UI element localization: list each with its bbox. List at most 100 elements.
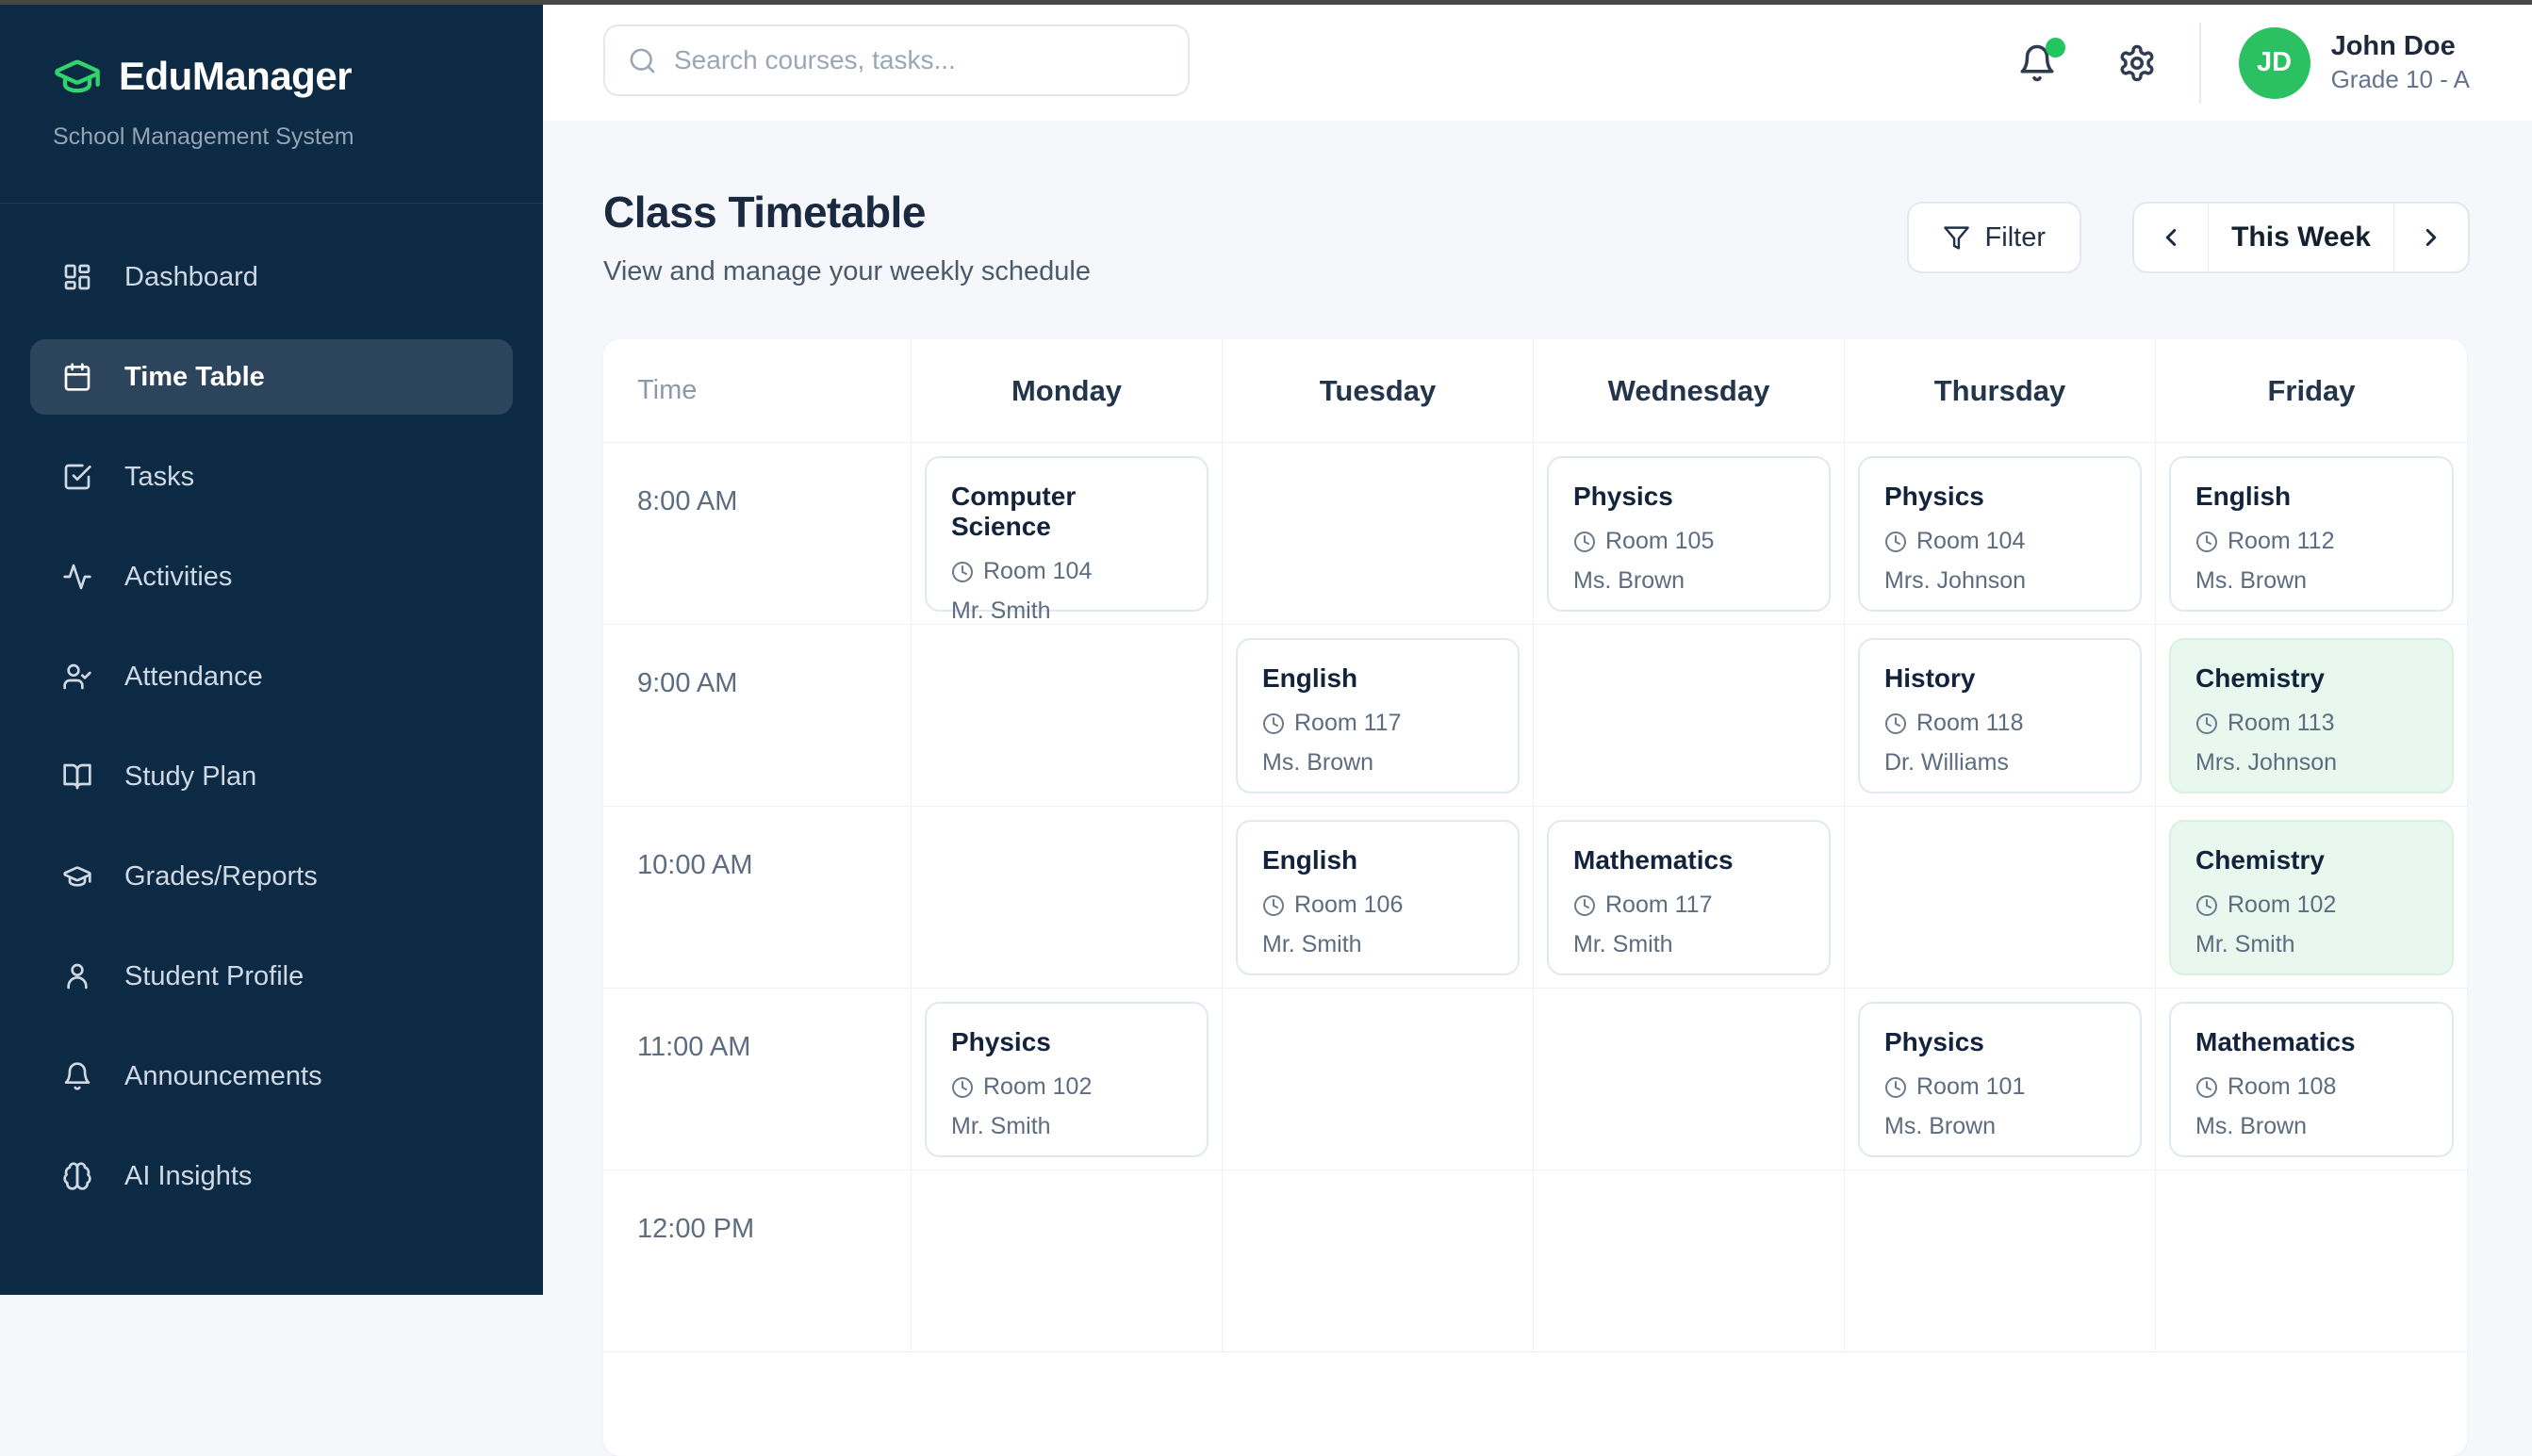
clock-icon — [1884, 531, 1907, 553]
class-card[interactable]: English Room 106 Mr. Smith — [1236, 820, 1520, 975]
timetable-cell: Mathematics Room 117 Mr. Smith — [1534, 807, 1845, 989]
class-card[interactable]: Physics Room 101 Ms. Brown — [1858, 1002, 2142, 1157]
app-subtitle: School Management System — [53, 123, 505, 151]
clock-icon — [1573, 894, 1596, 917]
clock-icon — [1573, 531, 1596, 553]
sidebar: EduManager School Management System Dash… — [0, 5, 543, 1295]
dashboard-icon — [62, 262, 92, 292]
notifications-button[interactable] — [2014, 41, 2060, 86]
search-input[interactable] — [674, 45, 1165, 75]
clock-icon — [2195, 1076, 2218, 1099]
sidebar-item-ai-insights[interactable]: AI Insights — [30, 1138, 513, 1214]
graduation-cap-icon — [62, 861, 92, 892]
class-card[interactable]: Physics Room 104 Mrs. Johnson — [1858, 456, 2142, 612]
notification-dot — [2046, 38, 2065, 57]
timetable-cell-empty — [1223, 989, 1534, 1170]
timetable-cell: Chemistry Room 102 Mr. Smith — [2156, 807, 2467, 989]
activity-icon — [62, 562, 92, 592]
class-card-highlighted[interactable]: Chemistry Room 113 Mrs. Johnson — [2169, 638, 2454, 793]
clock-icon — [2195, 712, 2218, 735]
sidebar-item-time-table[interactable]: Time Table — [30, 339, 513, 415]
sidebar-item-student-profile[interactable]: Student Profile — [30, 939, 513, 1014]
filter-button[interactable]: Filter — [1907, 202, 2081, 273]
calendar-icon — [62, 362, 92, 392]
time-label: 12:00 PM — [603, 1170, 912, 1352]
user-icon — [62, 961, 92, 991]
search-icon — [628, 46, 657, 75]
timetable-cell: Physics Room 101 Ms. Brown — [1845, 989, 2156, 1170]
timetable-cell-empty — [1534, 625, 1845, 807]
column-header-tuesday: Tuesday — [1223, 339, 1534, 443]
filter-funnel-icon — [1943, 224, 1970, 252]
avatar[interactable]: JD — [2239, 27, 2310, 99]
chevron-left-icon — [2157, 223, 2185, 252]
class-card[interactable]: Physics Room 105 Ms. Brown — [1547, 456, 1831, 612]
class-card-highlighted[interactable]: Chemistry Room 102 Mr. Smith — [2169, 820, 2454, 975]
sidebar-item-study-plan[interactable]: Study Plan — [30, 739, 513, 814]
timetable-cell: Physics Room 102 Mr. Smith — [912, 989, 1223, 1170]
sidebar-nav: Dashboard Time Table Tasks Activities At… — [0, 204, 543, 1214]
timetable-cell: Physics Room 105 Ms. Brown — [1534, 443, 1845, 625]
timetable-cell: Computer Science Room 104 Mr. Smith — [912, 443, 1223, 625]
class-card[interactable]: History Room 118 Dr. Williams — [1858, 638, 2142, 793]
logo-block: EduManager School Management System — [0, 5, 543, 204]
timetable-cell: English Room 106 Mr. Smith — [1223, 807, 1534, 989]
sidebar-item-announcements[interactable]: Announcements — [30, 1039, 513, 1114]
timetable-cell: English Room 117 Ms. Brown — [1223, 625, 1534, 807]
user-check-icon — [62, 662, 92, 692]
page-title: Class Timetable — [603, 187, 926, 237]
clock-icon — [2195, 894, 2218, 917]
class-card[interactable]: English Room 112 Ms. Brown — [2169, 456, 2454, 612]
column-header-wednesday: Wednesday — [1534, 339, 1845, 443]
clock-icon — [1884, 712, 1907, 735]
timetable-cell-empty — [1534, 1170, 1845, 1352]
time-label: 11:00 AM — [603, 989, 912, 1170]
top-header: JD John Doe Grade 10 - A — [543, 5, 2532, 121]
class-card[interactable]: Computer Science Room 104 Mr. Smith — [925, 456, 1208, 612]
app-title: EduManager — [119, 54, 352, 99]
gear-icon — [2117, 43, 2157, 83]
class-card[interactable]: English Room 117 Ms. Brown — [1236, 638, 1520, 793]
main-content: Class Timetable View and manage your wee… — [543, 121, 2532, 1295]
bell-icon — [62, 1061, 92, 1091]
next-week-button[interactable] — [2394, 204, 2468, 271]
class-card[interactable]: Mathematics Room 108 Ms. Brown — [2169, 1002, 2454, 1157]
window-top-strip — [0, 0, 2532, 5]
timetable-cell-empty — [912, 1170, 1223, 1352]
search-box[interactable] — [603, 25, 1190, 96]
timetable-cell-empty — [912, 625, 1223, 807]
timetable-cell-empty — [1845, 807, 2156, 989]
sidebar-item-dashboard[interactable]: Dashboard — [30, 239, 513, 315]
week-label: This Week — [2209, 204, 2393, 271]
user-name: John Doe — [2331, 29, 2470, 63]
timetable-cell-empty — [1845, 1170, 2156, 1352]
timetable-cell-empty — [1223, 1170, 1534, 1352]
sidebar-item-attendance[interactable]: Attendance — [30, 639, 513, 714]
user-info: John Doe Grade 10 - A — [2331, 29, 2470, 95]
class-card[interactable]: Mathematics Room 117 Mr. Smith — [1547, 820, 1831, 975]
sidebar-item-activities[interactable]: Activities — [30, 539, 513, 614]
settings-button[interactable] — [2114, 41, 2160, 86]
timetable-cell: Mathematics Room 108 Ms. Brown — [2156, 989, 2467, 1170]
clock-icon — [1884, 1076, 1907, 1099]
timetable-cell-empty — [2156, 1170, 2467, 1352]
previous-week-button[interactable] — [2134, 204, 2208, 271]
sidebar-item-grades-reports[interactable]: Grades/Reports — [30, 839, 513, 914]
graduation-cap-logo-icon — [53, 52, 102, 101]
chevron-right-icon — [2417, 223, 2445, 252]
timetable-grid: Time Monday Tuesday Wednesday Thursday F… — [603, 339, 2467, 1456]
timetable-cell-empty — [912, 807, 1223, 989]
book-open-icon — [62, 761, 92, 792]
clock-icon — [1262, 894, 1285, 917]
brain-icon — [62, 1161, 92, 1191]
timetable-cell: History Room 118 Dr. Williams — [1845, 625, 2156, 807]
clock-icon — [2195, 531, 2218, 553]
clock-icon — [951, 1076, 974, 1099]
column-header-friday: Friday — [2156, 339, 2467, 443]
timetable-cell-empty — [1534, 989, 1845, 1170]
page-subtitle: View and manage your weekly schedule — [603, 256, 1091, 287]
class-card[interactable]: Physics Room 102 Mr. Smith — [925, 1002, 1208, 1157]
column-header-monday: Monday — [912, 339, 1223, 443]
time-label: 8:00 AM — [603, 443, 912, 625]
sidebar-item-tasks[interactable]: Tasks — [30, 439, 513, 515]
